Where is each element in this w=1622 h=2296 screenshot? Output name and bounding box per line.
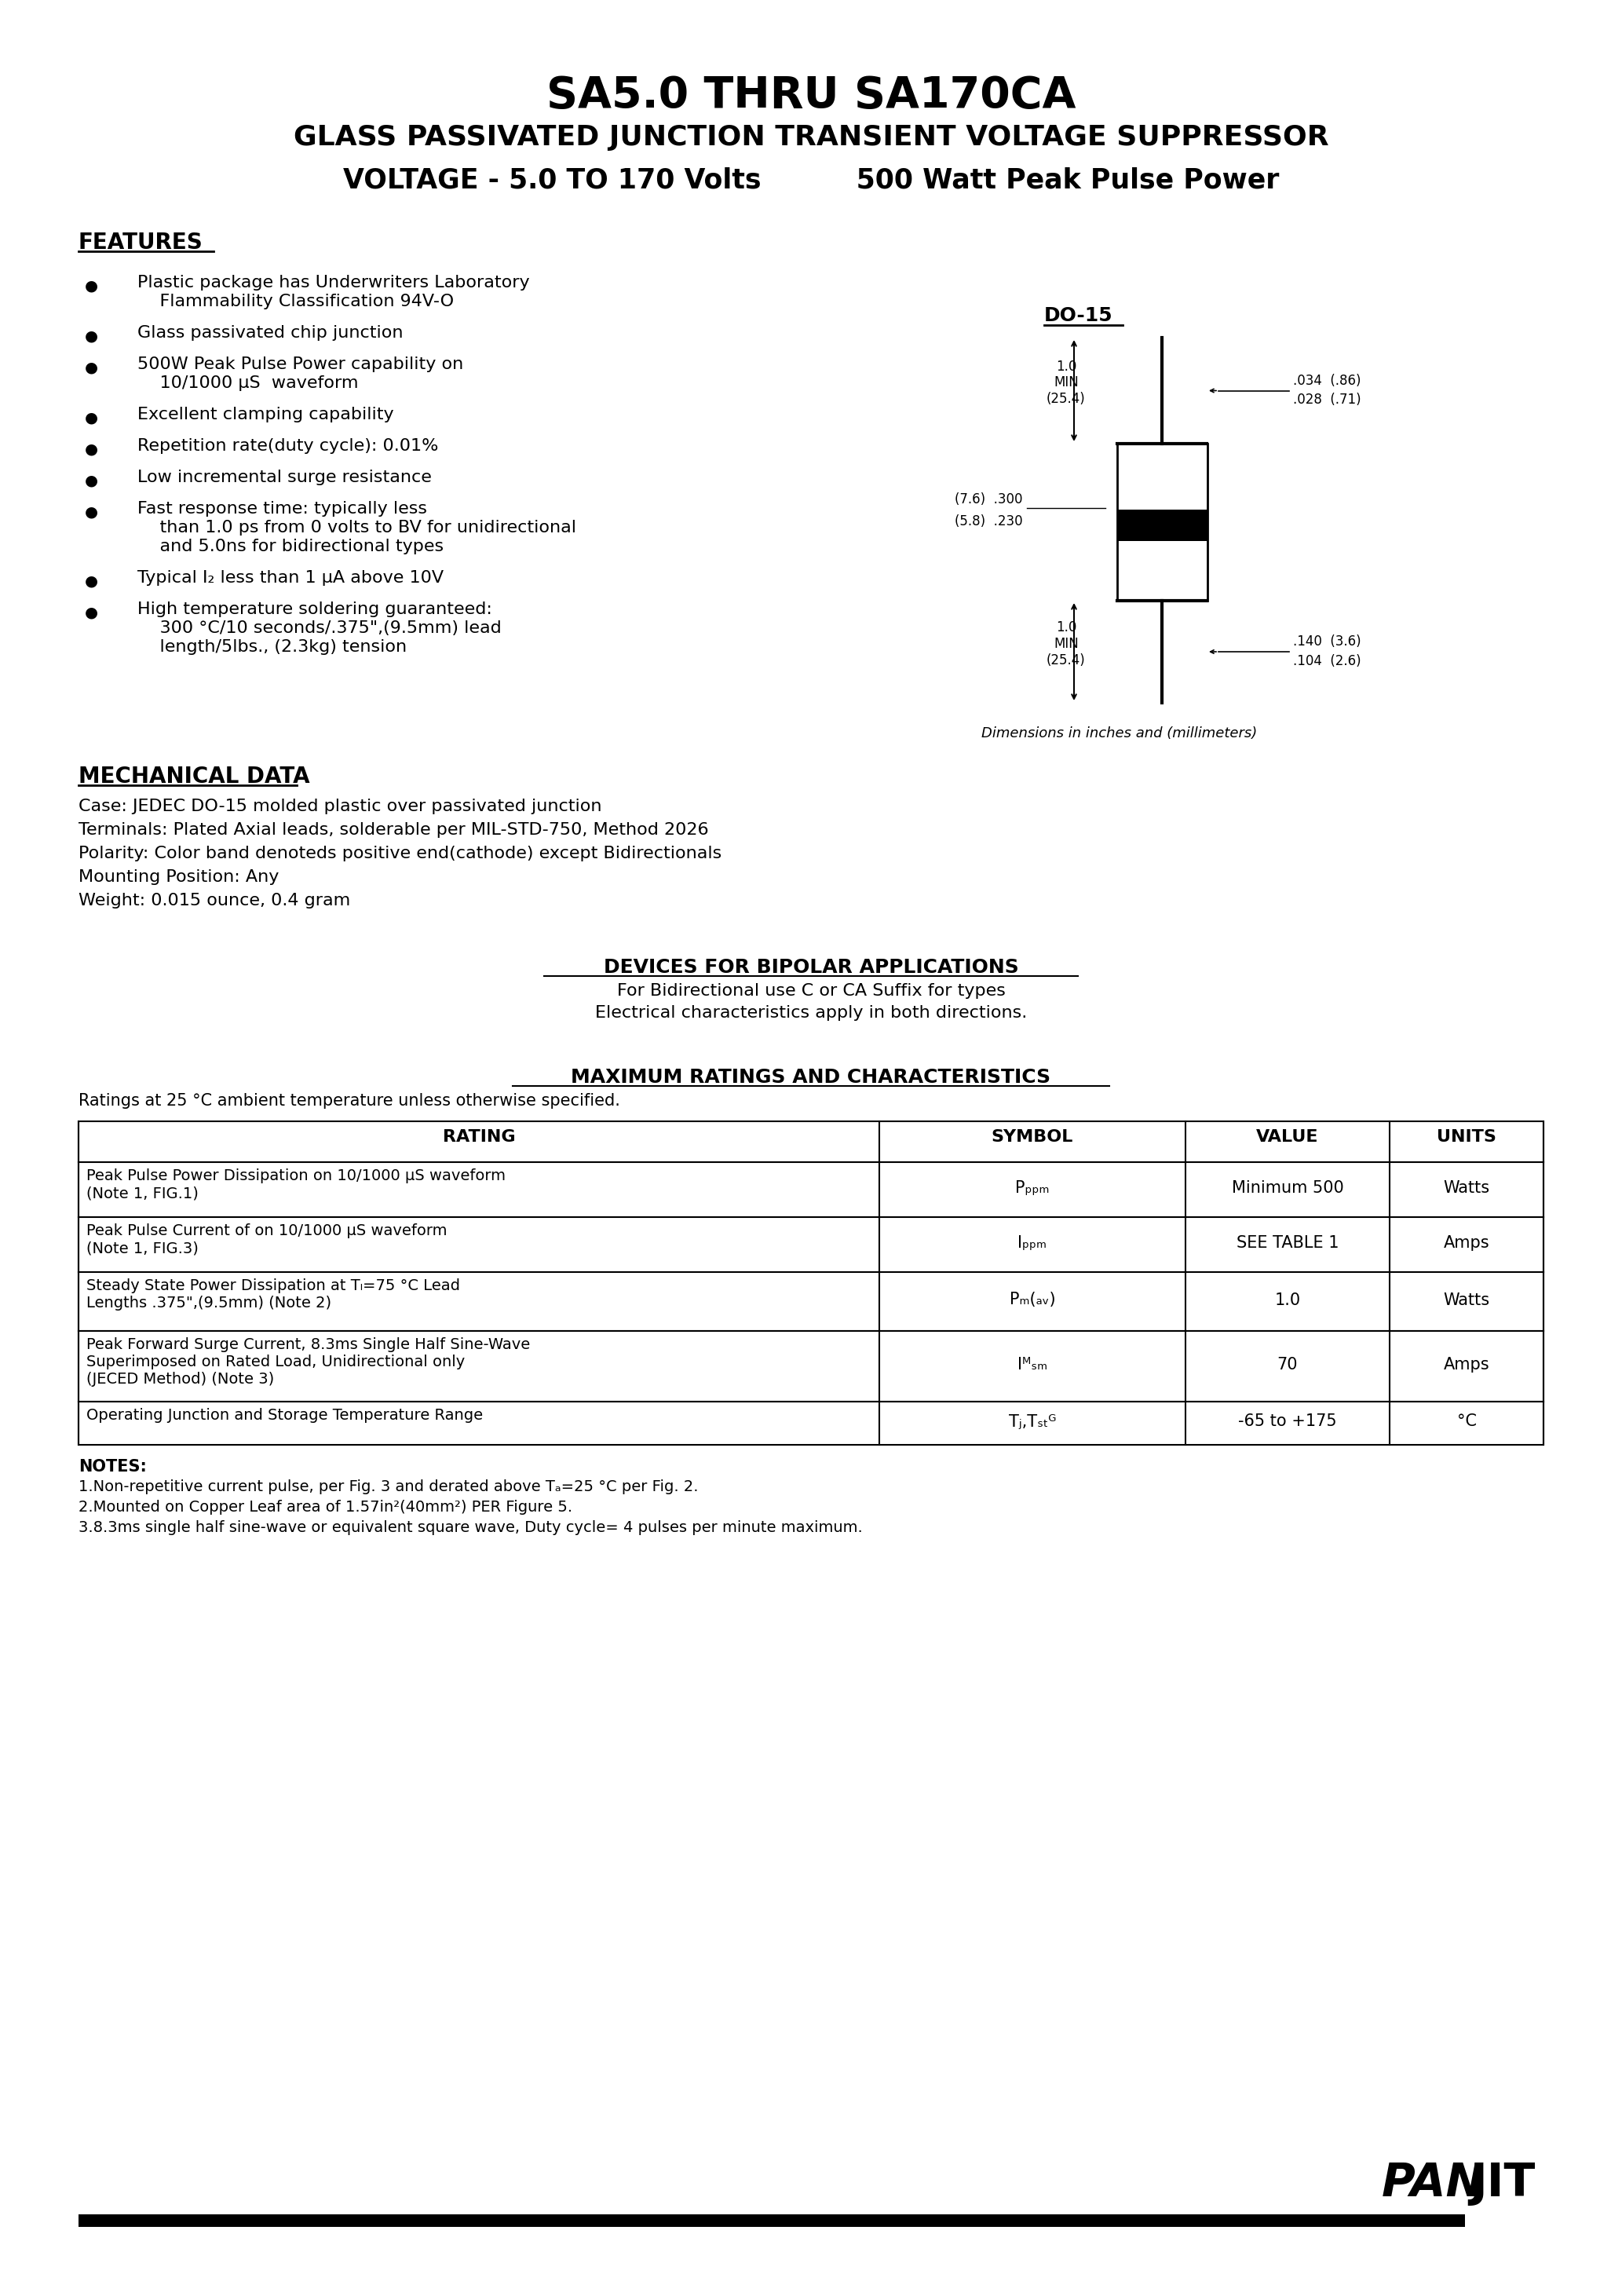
Text: 300 °C/10 seconds/.375",(9.5mm) lead: 300 °C/10 seconds/.375",(9.5mm) lead (138, 620, 501, 636)
Text: Glass passivated chip junction: Glass passivated chip junction (138, 326, 404, 340)
Text: .028  (.71): .028 (.71) (1293, 393, 1361, 406)
Text: and 5.0ns for bidirectional types: and 5.0ns for bidirectional types (138, 540, 444, 553)
Text: Minimum 500: Minimum 500 (1231, 1180, 1343, 1196)
Text: (5.8)  .230: (5.8) .230 (955, 514, 1023, 528)
Text: Electrical characteristics apply in both directions.: Electrical characteristics apply in both… (595, 1006, 1027, 1022)
Text: 1.0
MIN
(25.4): 1.0 MIN (25.4) (1046, 620, 1085, 668)
Text: .104  (2.6): .104 (2.6) (1293, 654, 1361, 668)
Text: 1.0
MIN
(25.4): 1.0 MIN (25.4) (1046, 360, 1085, 406)
Text: Pₚₚₘ: Pₚₚₘ (1015, 1180, 1049, 1196)
Text: .034  (.86): .034 (.86) (1293, 374, 1361, 388)
Text: Ratings at 25 °C ambient temperature unless otherwise specified.: Ratings at 25 °C ambient temperature unl… (78, 1093, 620, 1109)
Text: ●: ● (84, 411, 99, 425)
Text: Iₚₚₘ: Iₚₚₘ (1019, 1235, 1046, 1251)
Text: ●: ● (84, 505, 99, 519)
Text: Superimposed on Rated Load, Unidirectional only: Superimposed on Rated Load, Unidirection… (86, 1355, 466, 1368)
Text: Typical I₂ less than 1 μA above 10V: Typical I₂ less than 1 μA above 10V (138, 569, 444, 585)
Text: DO-15: DO-15 (1045, 305, 1113, 326)
Text: .140  (3.6): .140 (3.6) (1293, 634, 1361, 647)
Bar (1118, 510, 1207, 542)
Text: ●: ● (84, 278, 99, 294)
Text: (Note 1, FIG.3): (Note 1, FIG.3) (86, 1240, 198, 1256)
Text: ●: ● (84, 473, 99, 487)
Text: Amps: Amps (1444, 1235, 1489, 1251)
Bar (78, 1272, 1544, 1332)
Text: VOLTAGE - 5.0 TO 170 Volts          500 Watt Peak Pulse Power: VOLTAGE - 5.0 TO 170 Volts 500 Watt Peak… (342, 168, 1280, 193)
Text: UNITS: UNITS (1437, 1130, 1497, 1146)
Text: Watts: Watts (1444, 1180, 1489, 1196)
Bar (78, 1332, 1544, 1401)
Text: Operating Junction and Storage Temperature Range: Operating Junction and Storage Temperatu… (86, 1407, 483, 1424)
Text: 3.8.3ms single half sine-wave or equivalent square wave, Duty cycle= 4 pulses pe: 3.8.3ms single half sine-wave or equival… (78, 1520, 863, 1536)
Text: Peak Pulse Current of on 10/1000 μS waveform: Peak Pulse Current of on 10/1000 μS wave… (86, 1224, 448, 1238)
Text: ●: ● (84, 604, 99, 620)
Text: ●: ● (84, 328, 99, 342)
Text: Plastic package has Underwriters Laboratory: Plastic package has Underwriters Laborat… (138, 276, 530, 292)
Text: JIT: JIT (1470, 2161, 1534, 2206)
Text: Lengths .375",(9.5mm) (Note 2): Lengths .375",(9.5mm) (Note 2) (86, 1295, 331, 1311)
Text: (Note 1, FIG.1): (Note 1, FIG.1) (86, 1185, 198, 1201)
Text: -65 to +175: -65 to +175 (1238, 1414, 1337, 1430)
Text: Fast response time: typically less: Fast response time: typically less (138, 501, 427, 517)
Text: GLASS PASSIVATED JUNCTION TRANSIENT VOLTAGE SUPPRESSOR: GLASS PASSIVATED JUNCTION TRANSIENT VOLT… (294, 124, 1328, 152)
Text: 10/1000 μS  waveform: 10/1000 μS waveform (138, 374, 358, 390)
Text: SA5.0 THRU SA170CA: SA5.0 THRU SA170CA (547, 73, 1075, 117)
Text: Pₘ(ₐᵥ): Pₘ(ₐᵥ) (1009, 1293, 1056, 1309)
Text: Repetition rate(duty cycle): 0.01%: Repetition rate(duty cycle): 0.01% (138, 439, 438, 455)
Text: Excellent clamping capability: Excellent clamping capability (138, 406, 394, 422)
Text: Tⱼ,Tₛₜᴳ: Tⱼ,Tₛₜᴳ (1009, 1414, 1056, 1430)
Text: NOTES:: NOTES: (78, 1458, 146, 1474)
Bar (78, 1217, 1544, 1272)
Bar (78, 1401, 1544, 1444)
Text: PAN: PAN (1382, 2161, 1484, 2206)
Text: than 1.0 ps from 0 volts to BV for unidirectional: than 1.0 ps from 0 volts to BV for unidi… (138, 519, 576, 535)
Text: Steady State Power Dissipation at Tₗ=75 °C Lead: Steady State Power Dissipation at Tₗ=75 … (86, 1279, 461, 1293)
Text: SEE TABLE 1: SEE TABLE 1 (1236, 1235, 1338, 1251)
Text: Watts: Watts (1444, 1293, 1489, 1309)
Text: MECHANICAL DATA: MECHANICAL DATA (78, 765, 310, 788)
Text: Iᴹₛₘ: Iᴹₛₘ (1017, 1357, 1048, 1373)
Text: 2.Mounted on Copper Leaf area of 1.57in²(40mm²) PER Figure 5.: 2.Mounted on Copper Leaf area of 1.57in²… (78, 1499, 573, 1515)
Text: ●: ● (84, 441, 99, 457)
Text: °C: °C (1457, 1414, 1476, 1430)
Text: FEATURES: FEATURES (78, 232, 203, 253)
Text: Flammability Classification 94V-O: Flammability Classification 94V-O (138, 294, 454, 310)
Text: DEVICES FOR BIPOLAR APPLICATIONS: DEVICES FOR BIPOLAR APPLICATIONS (603, 957, 1019, 976)
Bar (78, 1162, 1544, 1217)
Text: length/5lbs., (2.3kg) tension: length/5lbs., (2.3kg) tension (138, 638, 407, 654)
Text: Terminals: Plated Axial leads, solderable per MIL-STD-750, Method 2026: Terminals: Plated Axial leads, solderabl… (78, 822, 709, 838)
Text: Mounting Position: Any: Mounting Position: Any (78, 870, 279, 884)
Text: Peak Pulse Power Dissipation on 10/1000 μS waveform: Peak Pulse Power Dissipation on 10/1000 … (86, 1169, 506, 1182)
Text: Weight: 0.015 ounce, 0.4 gram: Weight: 0.015 ounce, 0.4 gram (78, 893, 350, 909)
Bar (78, 2213, 1465, 2227)
Bar (78, 1120, 1544, 1162)
Text: Low incremental surge resistance: Low incremental surge resistance (138, 471, 431, 484)
Text: VALUE: VALUE (1257, 1130, 1319, 1146)
Text: For Bidirectional use C or CA Suffix for types: For Bidirectional use C or CA Suffix for… (616, 983, 1006, 999)
Text: Case: JEDEC DO-15 molded plastic over passivated junction: Case: JEDEC DO-15 molded plastic over pa… (78, 799, 602, 815)
Text: 500W Peak Pulse Power capability on: 500W Peak Pulse Power capability on (138, 356, 464, 372)
Text: Peak Forward Surge Current, 8.3ms Single Half Sine-Wave: Peak Forward Surge Current, 8.3ms Single… (86, 1336, 530, 1352)
Bar (1118, 443, 1207, 602)
Text: RATING: RATING (443, 1130, 516, 1146)
Text: ●: ● (84, 360, 99, 374)
Text: (JECED Method) (Note 3): (JECED Method) (Note 3) (86, 1371, 274, 1387)
Text: 70: 70 (1277, 1357, 1298, 1373)
Text: Polarity: Color band denoteds positive end(cathode) except Bidirectionals: Polarity: Color band denoteds positive e… (78, 845, 722, 861)
Text: Dimensions in inches and (millimeters): Dimensions in inches and (millimeters) (981, 726, 1257, 742)
Text: 1.Non-repetitive current pulse, per Fig. 3 and derated above Tₐ=25 °C per Fig. 2: 1.Non-repetitive current pulse, per Fig.… (78, 1479, 699, 1495)
Text: ●: ● (84, 574, 99, 588)
Text: MAXIMUM RATINGS AND CHARACTERISTICS: MAXIMUM RATINGS AND CHARACTERISTICS (571, 1068, 1051, 1086)
Text: Amps: Amps (1444, 1357, 1489, 1373)
Text: 1.0: 1.0 (1275, 1293, 1301, 1309)
Text: High temperature soldering guaranteed:: High temperature soldering guaranteed: (138, 602, 491, 618)
Text: SYMBOL: SYMBOL (991, 1130, 1074, 1146)
Text: (7.6)  .300: (7.6) .300 (955, 491, 1023, 507)
